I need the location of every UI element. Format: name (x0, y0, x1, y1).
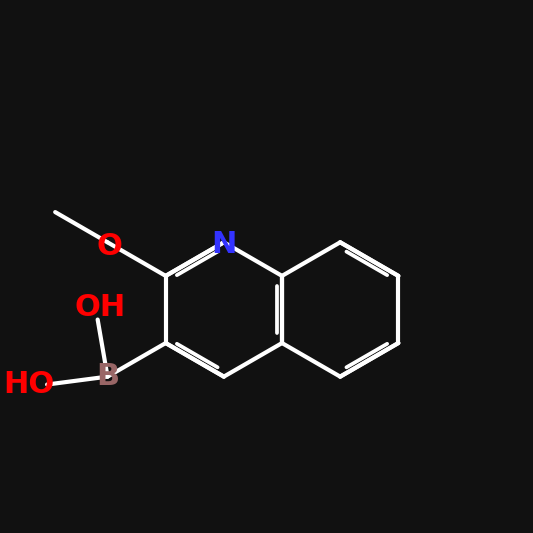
Text: HO: HO (4, 370, 55, 399)
Text: N: N (211, 230, 237, 259)
Text: B: B (96, 362, 119, 391)
Text: O: O (96, 232, 123, 261)
Text: OH: OH (75, 293, 126, 322)
